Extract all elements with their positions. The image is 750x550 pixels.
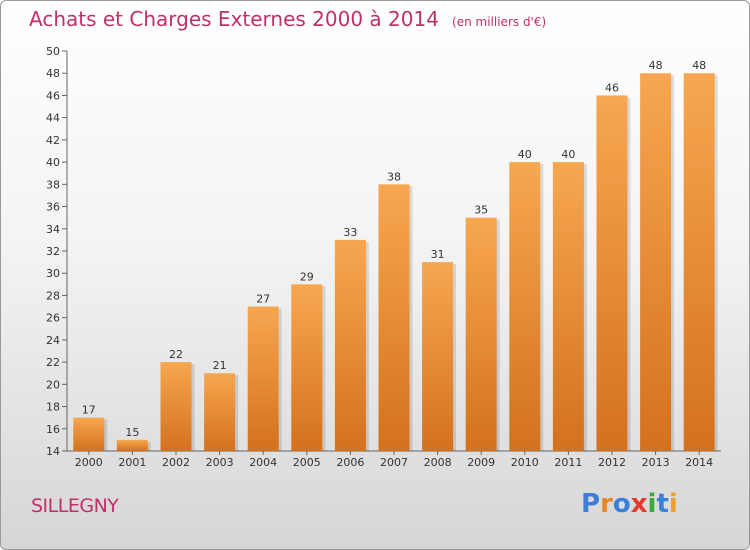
- x-tick-label-2005: 2005: [293, 456, 321, 469]
- logo-letter: o: [612, 489, 631, 519]
- logo-letter: x: [630, 489, 648, 519]
- y-tick-label: 36: [46, 201, 60, 214]
- data-label-2012: 46: [605, 81, 619, 94]
- data-label-2014: 48: [692, 59, 706, 72]
- chart-title-text: Achats et Charges Externes 2000 à 2014: [29, 7, 439, 31]
- x-tick-label-2007: 2007: [380, 456, 408, 469]
- data-label-2007: 38: [387, 170, 401, 183]
- y-tick-label: 14: [46, 445, 60, 458]
- bar-2012: [596, 95, 628, 451]
- logo-letter: r: [600, 489, 613, 519]
- x-tick-label-2004: 2004: [249, 456, 277, 469]
- bar-2010: [509, 162, 541, 451]
- x-tick-label-2013: 2013: [642, 456, 670, 469]
- data-label-2010: 40: [518, 148, 532, 161]
- y-tick-label: 50: [46, 45, 60, 58]
- y-tick-label: 30: [46, 267, 60, 280]
- commune-name: SILLEGNY: [31, 495, 119, 517]
- y-tick-label: 38: [46, 178, 60, 191]
- y-tick-label: 20: [46, 378, 60, 391]
- x-tick-label-2011: 2011: [554, 456, 582, 469]
- data-label-2008: 31: [431, 248, 445, 261]
- proxiti-logo: Proxiti: [581, 489, 678, 519]
- y-tick-label: 34: [46, 223, 60, 236]
- y-tick-label: 28: [46, 289, 60, 302]
- data-label-2000: 17: [82, 404, 96, 417]
- bar-2011: [552, 162, 584, 451]
- logo-letter: i: [668, 489, 678, 519]
- bar-2009: [465, 217, 497, 451]
- x-tick-label-2008: 2008: [424, 456, 452, 469]
- y-tick-label: 46: [46, 89, 60, 102]
- x-tick-label-2000: 2000: [75, 456, 103, 469]
- y-tick-label: 42: [46, 134, 60, 147]
- x-tick-label-2014: 2014: [685, 456, 713, 469]
- x-tick-label-2010: 2010: [511, 456, 539, 469]
- bar-2003: [204, 373, 236, 451]
- y-tick-label: 18: [46, 401, 60, 414]
- chart-title: Achats et Charges Externes 2000 à 2014 (…: [29, 7, 546, 31]
- bar-2014: [683, 73, 715, 451]
- y-tick-label: 48: [46, 67, 60, 80]
- y-tick-label: 22: [46, 356, 60, 369]
- y-tick-label: 44: [46, 112, 60, 125]
- data-label-2006: 33: [343, 226, 357, 239]
- y-tick-label: 32: [46, 245, 60, 258]
- bar-2013: [640, 73, 672, 451]
- bar-2005: [291, 284, 323, 451]
- bar-2006: [334, 239, 366, 451]
- bar-2008: [422, 262, 454, 451]
- data-label-2013: 48: [649, 59, 663, 72]
- y-tick-label: 40: [46, 156, 60, 169]
- x-tick-label-2009: 2009: [467, 456, 495, 469]
- data-label-2004: 27: [256, 293, 270, 306]
- y-tick-label: 26: [46, 312, 60, 325]
- logo-letter: i: [647, 489, 657, 519]
- x-tick-label-2012: 2012: [598, 456, 626, 469]
- x-tick-label-2002: 2002: [162, 456, 190, 469]
- data-label-2011: 40: [561, 148, 575, 161]
- chart-unit-label: (en milliers d'€): [452, 15, 547, 29]
- data-label-2005: 29: [300, 270, 314, 283]
- y-tick-label: 24: [46, 334, 60, 347]
- bar-2007: [378, 184, 410, 452]
- y-tick-label: 16: [46, 423, 60, 436]
- data-label-2009: 35: [474, 204, 488, 217]
- bar-2001: [116, 439, 148, 451]
- logo-letter: P: [581, 489, 601, 519]
- logo-letter: t: [656, 489, 669, 519]
- bar-2002: [160, 362, 192, 451]
- x-tick-label-2003: 2003: [206, 456, 234, 469]
- bar-2004: [247, 306, 279, 451]
- data-label-2002: 22: [169, 348, 183, 361]
- data-label-2003: 21: [213, 359, 227, 372]
- x-tick-label-2006: 2006: [336, 456, 364, 469]
- data-label-2001: 15: [125, 426, 139, 439]
- x-tick-label-2001: 2001: [118, 456, 146, 469]
- bar-2000: [73, 417, 105, 451]
